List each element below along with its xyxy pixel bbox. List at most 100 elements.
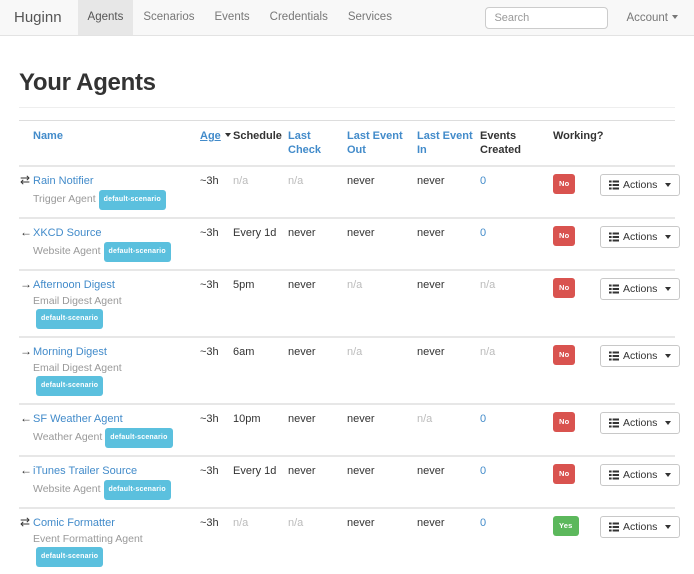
cell-last-check: never	[288, 455, 347, 508]
actions-button[interactable]: Actions	[600, 412, 681, 434]
exchange-icon: ⇄	[20, 515, 31, 529]
col-header-icon	[19, 121, 33, 167]
main-nav: Agents Scenarios Events Credentials Serv…	[77, 0, 402, 35]
actions-button[interactable]: Actions	[600, 345, 681, 367]
caret-down-icon	[665, 473, 672, 477]
cell-events-created[interactable]: n/a	[480, 269, 553, 337]
nav-item-services[interactable]: Services	[347, 11, 392, 23]
cell-events-created[interactable]: 0	[480, 403, 553, 456]
list-icon	[609, 522, 619, 532]
table-header-row: Name Age Schedule Last Check Last Event …	[19, 121, 675, 167]
cell-schedule: 6am	[233, 336, 288, 404]
caret-down-icon	[665, 421, 672, 425]
agent-type-label: Event Formatting Agent	[33, 533, 143, 545]
cell-last-event-in: never	[417, 455, 480, 508]
cell-last-check: n/a	[288, 165, 347, 218]
col-header-last-event-out: Last Event Out	[347, 121, 417, 167]
scenario-badge[interactable]: default-scenario	[36, 309, 104, 329]
agent-name-link[interactable]: SF Weather Agent	[33, 413, 123, 425]
list-icon	[609, 418, 619, 428]
actions-button[interactable]: Actions	[600, 226, 681, 248]
sort-age-link[interactable]: Age	[200, 130, 221, 142]
sort-name-link[interactable]: Name	[33, 130, 63, 142]
caret-down-icon	[665, 183, 672, 187]
agent-type-label: Trigger Agent	[33, 193, 96, 205]
list-icon	[609, 284, 619, 294]
cell-age: ~3h	[200, 269, 233, 337]
actions-button[interactable]: Actions	[600, 278, 681, 300]
cell-last-event-out: never	[347, 455, 417, 508]
cell-events-created[interactable]: 0	[480, 165, 553, 218]
table-row: ← SF Weather Agent Weather Agent default-…	[19, 403, 681, 456]
cell-age: ~3h	[200, 217, 233, 270]
cell-last-event-in: n/a	[417, 403, 480, 456]
table-row: → Afternoon Digest Email Digest Agent def…	[19, 269, 681, 337]
agent-name-link[interactable]: XKCD Source	[33, 227, 102, 239]
sort-caret-icon	[224, 133, 231, 137]
col-header-age: Age	[200, 121, 233, 167]
arrow-right-icon: →	[20, 277, 32, 291]
col-header-schedule: Schedule	[233, 130, 282, 142]
nav-item-scenarios[interactable]: Scenarios	[143, 11, 195, 23]
agent-name-link[interactable]: iTunes Trailer Source	[33, 465, 138, 477]
actions-button[interactable]: Actions	[600, 174, 681, 196]
sort-last-event-in-link[interactable]: Last Event In	[417, 130, 473, 156]
working-badge: Yes	[553, 516, 579, 536]
actions-button[interactable]: Actions	[600, 516, 681, 538]
actions-button[interactable]: Actions	[600, 464, 681, 486]
cell-last-event-out: n/a	[347, 336, 417, 404]
working-badge: No	[553, 174, 576, 194]
cell-last-event-in: never	[417, 507, 480, 574]
col-header-last-event-in: Last Event In	[417, 121, 480, 167]
col-header-actions	[600, 121, 675, 167]
cell-events-created[interactable]: 0	[480, 455, 553, 508]
agent-name-link[interactable]: Afternoon Digest	[33, 279, 115, 291]
scenario-badge[interactable]: default-scenario	[103, 242, 171, 262]
col-header-name: Name	[33, 121, 200, 167]
scenario-badge[interactable]: default-scenario	[105, 428, 173, 448]
sort-last-event-out-link[interactable]: Last Event Out	[347, 130, 403, 156]
cell-last-event-out: never	[347, 507, 417, 574]
arrow-left-icon: ←	[20, 411, 32, 425]
exchange-icon: ⇄	[20, 173, 31, 187]
nav-item-agents[interactable]: Agents	[77, 0, 134, 35]
cell-last-check: never	[288, 269, 347, 337]
caret-down-icon	[672, 14, 678, 19]
working-badge: No	[553, 278, 576, 298]
table-row: ⇄ Comic Formatter Event Formatting Agent…	[19, 507, 681, 574]
sort-last-check-link[interactable]: Last Check	[288, 130, 322, 156]
scenario-badge[interactable]: default-scenario	[98, 190, 166, 210]
cell-events-created[interactable]: n/a	[480, 336, 553, 404]
account-menu[interactable]: Account	[626, 12, 678, 24]
cell-last-check: never	[288, 403, 347, 456]
cell-schedule: 5pm	[233, 269, 288, 337]
caret-down-icon	[665, 354, 672, 358]
cell-events-created[interactable]: 0	[480, 507, 553, 574]
col-header-events-created: Events Created	[480, 130, 521, 156]
nav-item-events[interactable]: Events	[214, 11, 250, 23]
agent-type-label: Website Agent	[33, 245, 101, 257]
cell-schedule: n/a	[233, 507, 288, 574]
working-badge: No	[553, 226, 576, 246]
caret-down-icon	[665, 287, 672, 291]
scenario-badge[interactable]: default-scenario	[103, 480, 171, 500]
cell-events-created[interactable]: 0	[480, 217, 553, 270]
cell-age: ~3h	[200, 455, 233, 508]
scenario-badge[interactable]: default-scenario	[36, 547, 104, 567]
cell-last-event-out: n/a	[347, 269, 417, 337]
arrow-right-icon: →	[20, 344, 32, 358]
arrow-left-icon: ←	[20, 463, 32, 477]
nav-item-credentials[interactable]: Credentials	[269, 11, 328, 23]
table-row: → Morning Digest Email Digest Agent defau…	[19, 336, 681, 404]
agent-name-link[interactable]: Rain Notifier	[33, 175, 94, 187]
brand-logo[interactable]: Huginn	[14, 9, 62, 26]
agent-type-label: Website Agent	[33, 483, 101, 495]
agent-name-link[interactable]: Morning Digest	[33, 346, 107, 358]
agent-type-label: Weather Agent	[33, 431, 103, 443]
search-input[interactable]	[485, 6, 609, 29]
table-row: ← XKCD Source Website Agent default-scena…	[19, 217, 681, 270]
agent-name-link[interactable]: Comic Formatter	[33, 517, 115, 529]
scenario-badge[interactable]: default-scenario	[36, 376, 104, 396]
cell-age: ~3h	[200, 403, 233, 456]
page-title: Your Agents	[19, 69, 156, 96]
